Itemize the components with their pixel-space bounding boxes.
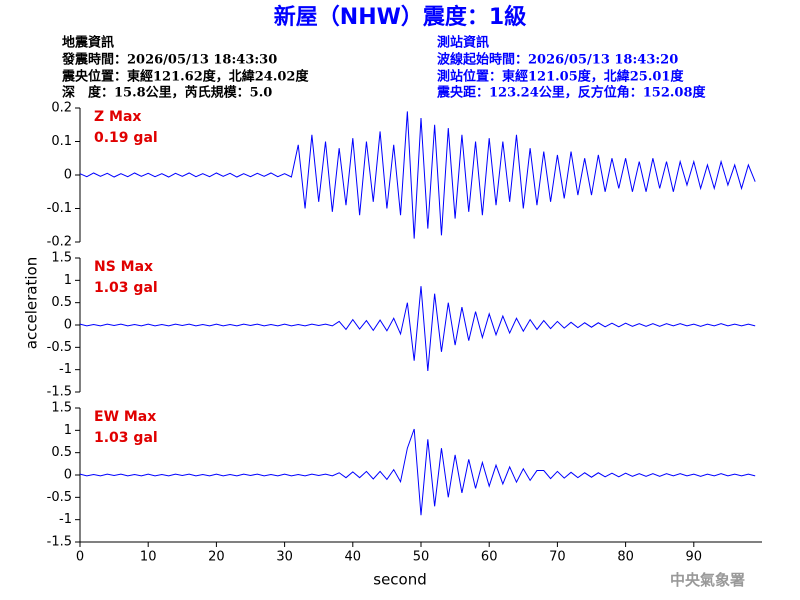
x-tick-label: 10 [140, 550, 157, 565]
waveform [79, 428, 756, 516]
x-tick-label: 50 [413, 550, 430, 565]
info-text: 震央距：123.24公里，反方位角：152.08度 [436, 85, 707, 101]
info-text: 測站位置：東經121.05度，北緯25.01度 [437, 69, 684, 85]
y-tick-label: 0 [64, 318, 72, 333]
annotation: 1.03 gal [94, 430, 158, 446]
y-tick-label: 0 [64, 168, 72, 183]
y-tick-label: -1.5 [47, 535, 72, 550]
x-tick-label: 0 [76, 550, 84, 565]
annotation: Z Max [94, 109, 141, 125]
x-tick-label: 20 [208, 550, 225, 565]
info-text: 測站資訊 [437, 35, 489, 51]
x-tick-label: 60 [481, 550, 498, 565]
annotation: EW Max [94, 409, 156, 425]
annotation: NS Max [94, 259, 153, 275]
annotation: 1.03 gal [94, 280, 158, 296]
x-axis-label: second [373, 571, 427, 589]
y-tick-label: -0.1 [47, 201, 72, 216]
y-tick-label: 0 [64, 468, 72, 483]
info-text: 深 度：15.8公里，芮氏規模：5.0 [62, 85, 272, 101]
info-text: 發震時間：2026/05/13 18:43:30 [61, 52, 277, 68]
info-text: 震央位置：東經121.62度，北緯24.02度 [61, 69, 309, 85]
y-tick-label: 0.5 [51, 295, 72, 310]
waveform [79, 111, 756, 239]
x-tick-label: 80 [617, 550, 634, 565]
info-text: 波線起始時間：2026/05/13 18:43:20 [437, 52, 678, 68]
y-tick-label: -0.2 [47, 235, 72, 250]
y-tick-label: 0.1 [51, 134, 72, 149]
y-tick-label: 1.5 [51, 401, 72, 416]
waveform [79, 286, 756, 372]
y-tick-label: 0.5 [51, 445, 72, 460]
y-tick-label: 1 [64, 423, 72, 438]
annotation: 0.19 gal [94, 130, 158, 146]
y-tick-label: -1 [59, 512, 72, 527]
y-tick-label: -1.5 [47, 385, 72, 400]
x-tick-label: 30 [276, 550, 293, 565]
footer: 中央氣象署 [670, 571, 745, 589]
y-tick-label: -0.5 [47, 490, 72, 505]
info-text: 地震資訊 [62, 35, 114, 51]
y-tick-label: -1 [59, 362, 72, 377]
chart-title: 新屋（NHW）震度：1級 [274, 4, 526, 30]
y-tick-label: 0.2 [51, 101, 72, 116]
y-tick-label: 1 [64, 273, 72, 288]
y-axis-label: acceleration [23, 257, 41, 349]
x-tick-label: 40 [345, 550, 362, 565]
y-tick-label: 1.5 [51, 251, 72, 266]
x-tick-label: 90 [686, 550, 703, 565]
x-tick-label: 70 [549, 550, 566, 565]
y-tick-label: -0.5 [47, 340, 72, 355]
